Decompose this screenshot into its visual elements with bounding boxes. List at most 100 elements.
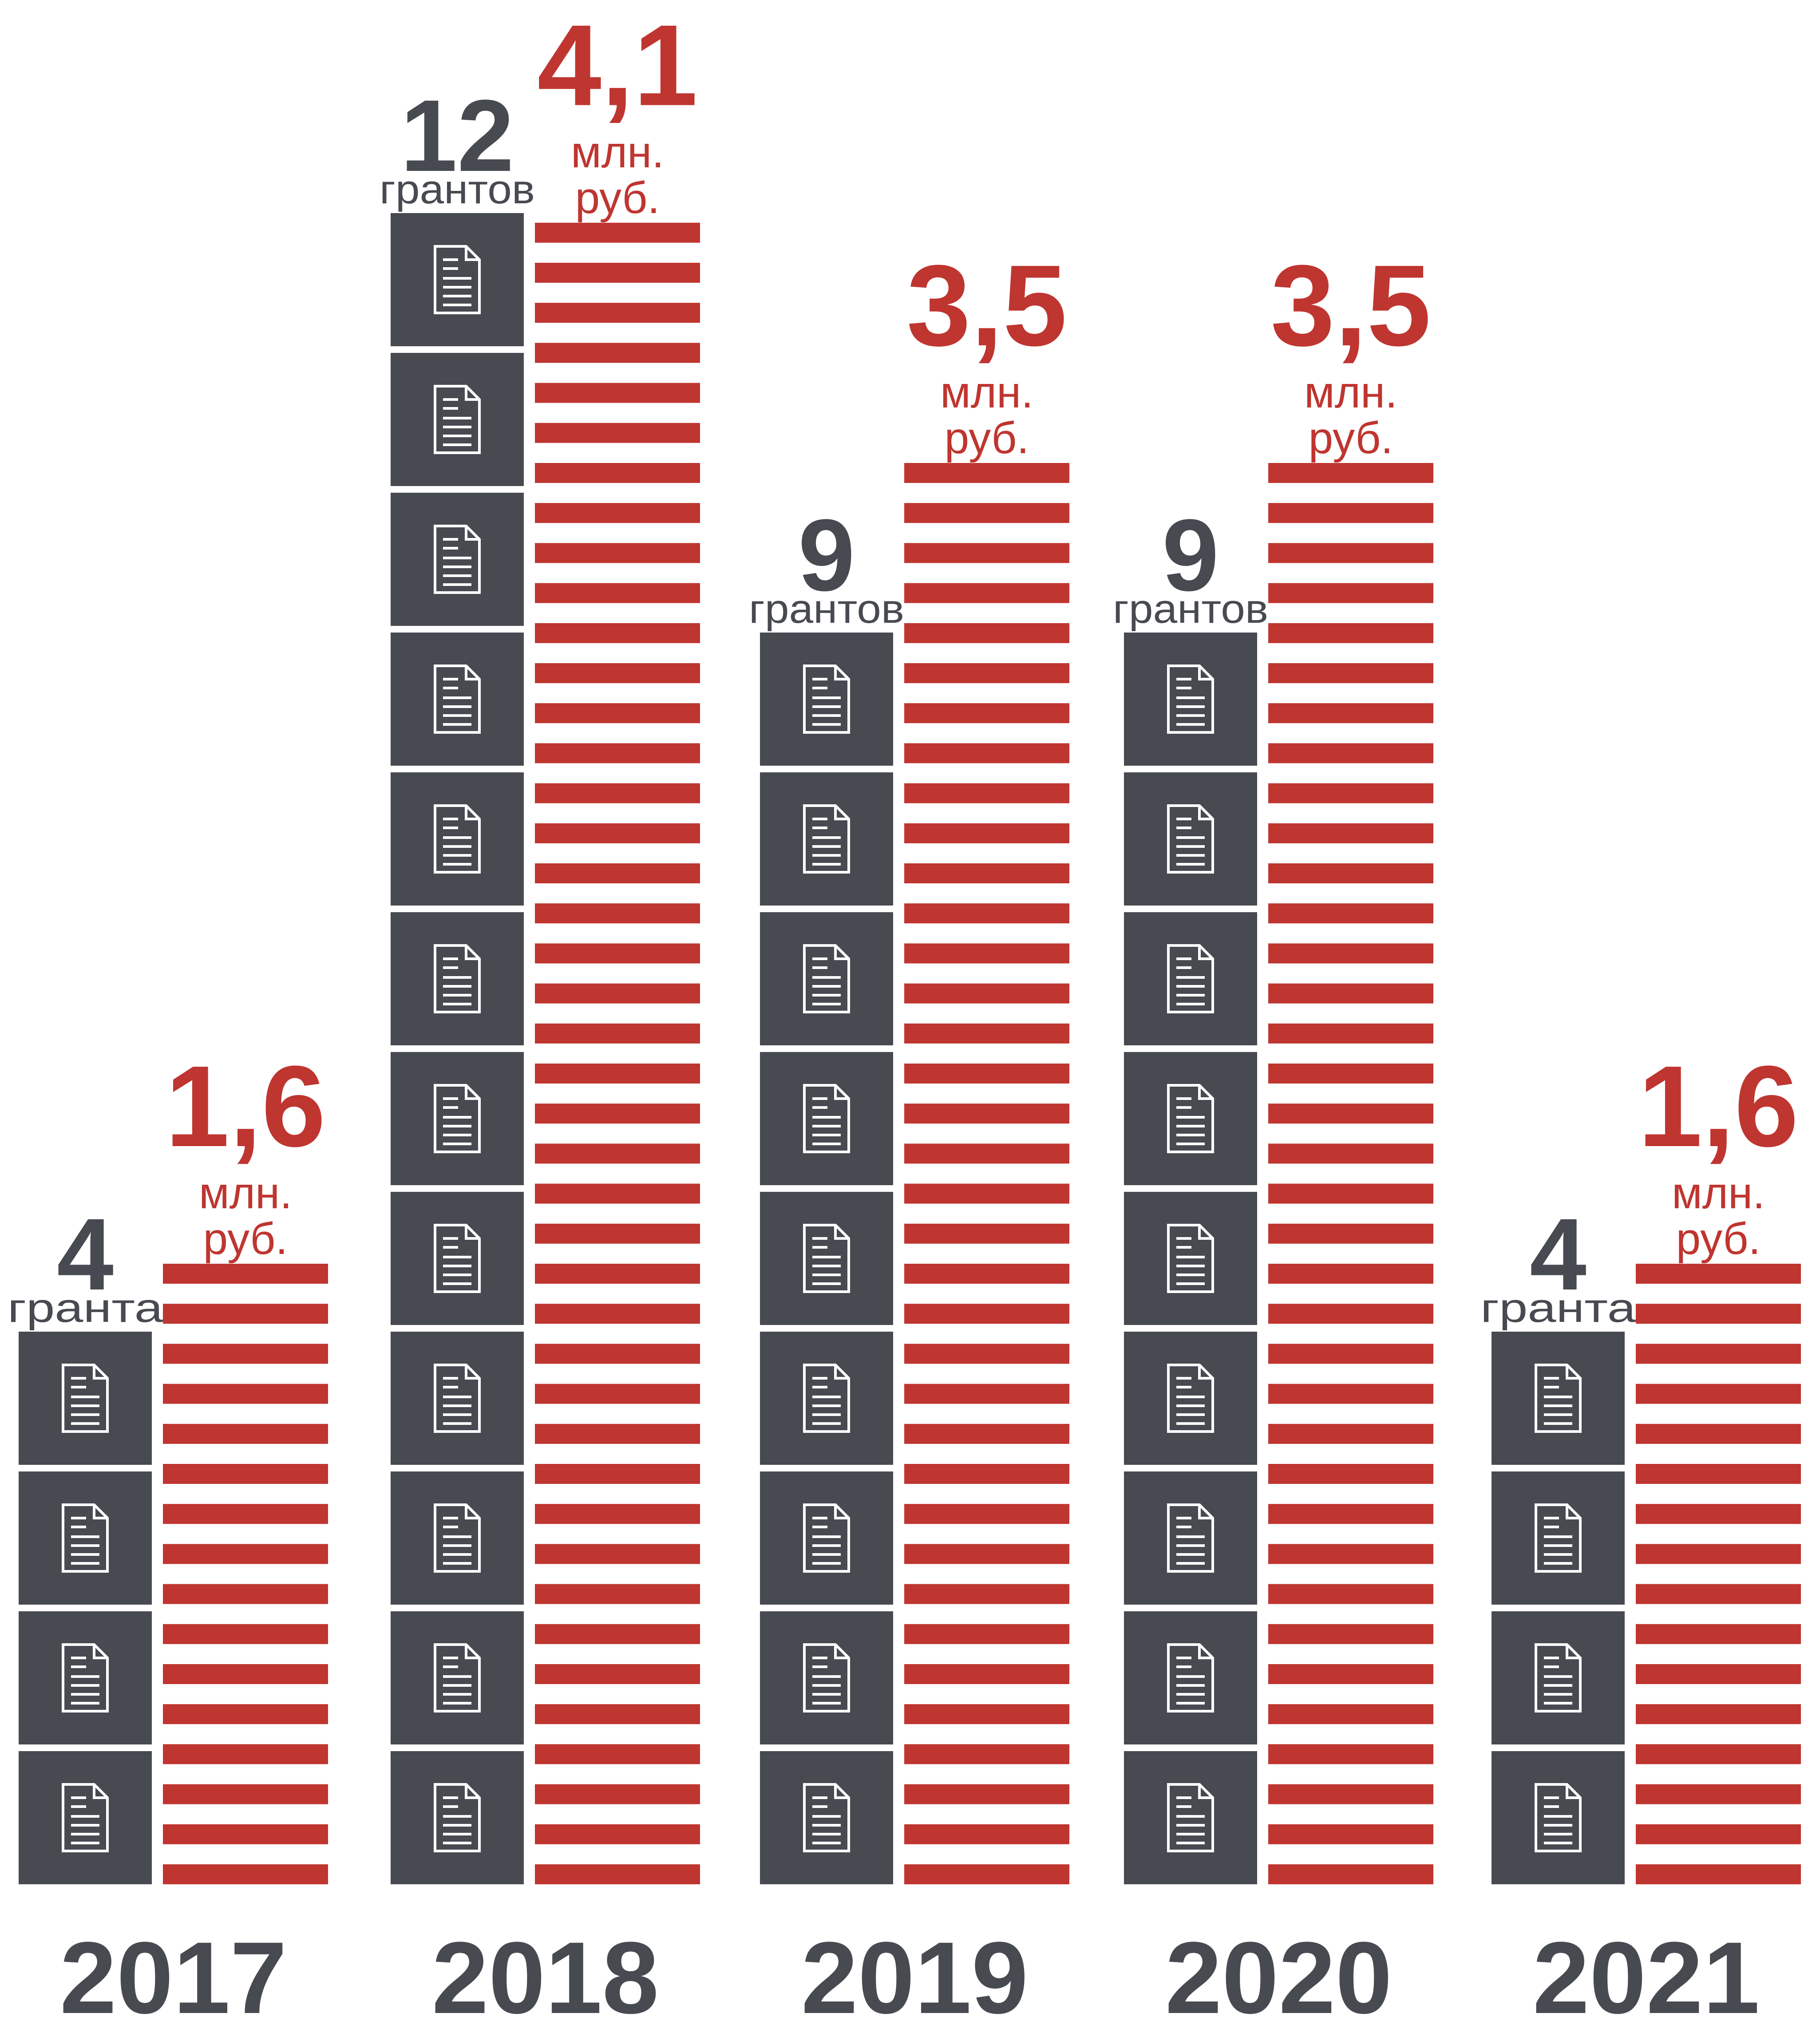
document-icon xyxy=(434,944,481,1013)
money-stripe xyxy=(163,1344,328,1364)
document-icon xyxy=(803,1364,850,1433)
money-stripe xyxy=(163,1664,328,1684)
money-stripe xyxy=(1268,1064,1433,1084)
money-stripe xyxy=(535,1744,700,1764)
money-stripe xyxy=(1268,1023,1433,1044)
money-stripe xyxy=(904,1744,1069,1764)
money-stripe xyxy=(163,1384,328,1404)
document-icon xyxy=(803,1224,850,1293)
grants-count-label: 12 xyxy=(400,79,514,193)
money-stripe xyxy=(904,863,1069,883)
money-unit-label-line1: млн. xyxy=(1672,1168,1765,1218)
money-unit-label-line1: млн. xyxy=(940,368,1033,417)
document-icon xyxy=(1167,1224,1214,1293)
year-label: 2020 xyxy=(1165,1921,1393,2021)
money-stripe xyxy=(1268,503,1433,523)
money-stripe xyxy=(904,783,1069,803)
money-stripe xyxy=(1268,1143,1433,1164)
document-icon xyxy=(1167,944,1214,1013)
money-unit-label-line1: млн. xyxy=(571,127,664,177)
money-stripe xyxy=(1268,983,1433,1004)
document-icon xyxy=(434,525,481,594)
money-stripe xyxy=(535,263,700,283)
money-stripe xyxy=(163,1544,328,1564)
money-stripe xyxy=(1268,863,1433,883)
money-value-label: 3,5 xyxy=(1270,241,1431,370)
document-icon xyxy=(803,1084,850,1153)
money-stripe xyxy=(1268,903,1433,924)
document-icon xyxy=(803,804,850,874)
money-stripe xyxy=(535,1504,700,1524)
money-unit-label-line1: млн. xyxy=(199,1168,292,1218)
year-label: 2021 xyxy=(1533,1921,1760,2021)
money-stripe xyxy=(535,1103,700,1124)
document-icon xyxy=(434,1783,481,1852)
document-icon xyxy=(1167,1364,1214,1433)
money-unit-label-line2: руб. xyxy=(1309,413,1393,463)
money-stripe xyxy=(904,1384,1069,1404)
document-icon xyxy=(434,1224,481,1293)
money-stripe xyxy=(163,1864,328,1884)
year-label: 2017 xyxy=(60,1921,287,2021)
money-stripe xyxy=(904,743,1069,763)
money-value-label: 1,6 xyxy=(1638,1042,1798,1171)
money-stripe xyxy=(535,1784,700,1804)
money-stripe xyxy=(1636,1784,1801,1804)
document-icon xyxy=(434,1084,481,1153)
money-stripe xyxy=(1636,1704,1801,1724)
money-stripe xyxy=(535,1864,700,1884)
money-stripe xyxy=(535,1064,700,1084)
money-stripe xyxy=(1268,943,1433,964)
grants-unit-label: гранта xyxy=(8,1285,163,1331)
money-stripe xyxy=(163,1744,328,1764)
money-stripe xyxy=(904,1344,1069,1364)
money-stripe xyxy=(535,823,700,843)
money-stripe xyxy=(1268,1624,1433,1644)
money-stripe xyxy=(1268,1424,1433,1444)
year-label: 2019 xyxy=(801,1921,1029,2021)
document-icon xyxy=(434,385,481,454)
money-stripe xyxy=(535,943,700,964)
document-icon xyxy=(1167,1783,1214,1852)
money-stripe xyxy=(535,383,700,403)
document-icon xyxy=(1167,664,1214,734)
grants-unit-label: грантов xyxy=(380,167,535,212)
money-stripe xyxy=(1268,1264,1433,1284)
money-stripe xyxy=(535,863,700,883)
document-icon xyxy=(434,1364,481,1433)
money-stripe xyxy=(535,1824,700,1844)
money-stripe xyxy=(904,1544,1069,1564)
document-icon xyxy=(434,804,481,874)
money-stripe xyxy=(904,1664,1069,1684)
document-icon xyxy=(1535,1503,1582,1573)
money-stripe xyxy=(535,1384,700,1404)
money-stripe xyxy=(1268,743,1433,763)
money-stripe xyxy=(1268,623,1433,643)
money-stripe xyxy=(904,1304,1069,1324)
document-icon xyxy=(1535,1364,1582,1433)
grants-unit-label: грантов xyxy=(1113,586,1268,632)
money-stripe xyxy=(1636,1424,1801,1444)
money-unit-label-line2: руб. xyxy=(945,413,1029,463)
money-stripe xyxy=(904,1464,1069,1484)
money-stripe xyxy=(1268,1504,1433,1524)
document-icon xyxy=(803,1503,850,1573)
money-stripe xyxy=(1268,1544,1433,1564)
document-icon xyxy=(1167,804,1214,874)
document-icon xyxy=(803,1643,850,1713)
money-stripe xyxy=(1268,783,1433,803)
money-stripe xyxy=(1268,463,1433,483)
money-stripe xyxy=(1636,1624,1801,1644)
money-stripe xyxy=(1268,1744,1433,1764)
money-stripe xyxy=(535,1223,700,1244)
money-stripe xyxy=(1636,1664,1801,1684)
money-stripe xyxy=(535,503,700,523)
money-unit-label-line2: руб. xyxy=(203,1214,288,1264)
money-stripe xyxy=(904,1584,1069,1604)
money-stripe xyxy=(1268,1824,1433,1844)
money-stripe xyxy=(163,1624,328,1644)
